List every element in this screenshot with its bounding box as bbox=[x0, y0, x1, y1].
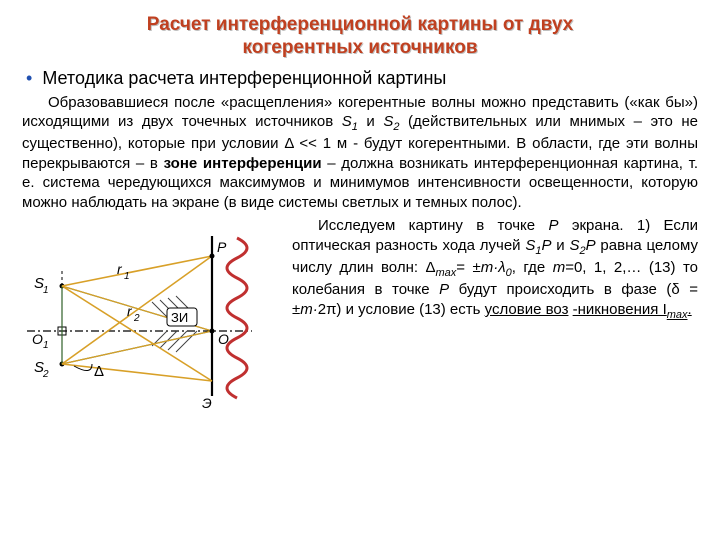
p2-l3e: S bbox=[569, 237, 579, 254]
interference-diagram: S1 S2 O1 O P r1 r2 Δ ЗИ Э bbox=[22, 216, 282, 411]
p2-l8b: условие воз bbox=[485, 301, 569, 318]
p2-l7c: 2π) bbox=[318, 301, 342, 318]
p2-l5b: = ± bbox=[456, 259, 480, 276]
label-o: O bbox=[218, 331, 229, 347]
p2-l9a: -никновения I bbox=[573, 301, 667, 318]
p2-l3d: и bbox=[552, 237, 570, 254]
p2-l7b: m· bbox=[300, 301, 318, 318]
svg-text:1: 1 bbox=[124, 271, 130, 282]
bullet-dot: • bbox=[26, 68, 32, 89]
p2-l6b: Р bbox=[439, 281, 449, 298]
svg-text:1: 1 bbox=[43, 285, 49, 296]
diagram-column: S1 S2 O1 O P r1 r2 Δ ЗИ Э bbox=[22, 216, 282, 411]
title-line2: когерентных источников bbox=[242, 37, 477, 58]
p1-s1: S bbox=[342, 113, 352, 130]
p2-l1a: Исследуем картину в точке bbox=[318, 217, 548, 234]
p2-l5a: Δ bbox=[425, 259, 435, 276]
p2-l9b: . bbox=[688, 301, 692, 318]
label-p: P bbox=[217, 239, 227, 255]
p2-l5c: m·λ bbox=[481, 259, 506, 276]
label-r2: r bbox=[127, 303, 133, 319]
p1-zone: зоне интерференции bbox=[164, 155, 322, 172]
p2-l1b: Р bbox=[548, 217, 558, 234]
svg-text:1: 1 bbox=[43, 340, 49, 351]
p2-l8a: и условие (13) есть bbox=[346, 301, 485, 318]
p2-l3a: разность хода лучей bbox=[376, 237, 526, 254]
p2-l5d: , где bbox=[512, 259, 553, 276]
p2-l5f: =0, 1, 2,… (13) bbox=[565, 259, 675, 276]
lower-row: S1 S2 O1 O P r1 r2 Δ ЗИ Э Исследуем карт… bbox=[22, 216, 698, 411]
svg-text:2: 2 bbox=[42, 369, 49, 380]
p1-mid1: и bbox=[358, 113, 383, 130]
paragraph-2: Исследуем картину в точке Р экрана. 1) Е… bbox=[282, 216, 698, 411]
p1-s2: S bbox=[383, 113, 393, 130]
label-o1: O bbox=[32, 331, 43, 347]
label-zi: ЗИ bbox=[171, 310, 188, 325]
p2-l6c: будут bbox=[449, 281, 497, 298]
paragraph-1: Образовавшиеся после «расщепления» когер… bbox=[22, 93, 698, 213]
p2-l5e: m bbox=[553, 259, 566, 276]
bullet-heading: • Методика расчета интерференционной кар… bbox=[22, 68, 698, 89]
p2-l3b: S bbox=[525, 237, 535, 254]
p2-l3f: Р bbox=[586, 237, 596, 254]
label-screen: Э bbox=[202, 395, 212, 411]
p2-l9as: max bbox=[667, 309, 688, 321]
label-delta: Δ bbox=[94, 363, 104, 380]
title-line1: Расчет интерференционной картины от двух bbox=[147, 14, 573, 35]
svg-text:2: 2 bbox=[133, 313, 140, 324]
p2-l3c: Р bbox=[541, 237, 551, 254]
page-title: Расчет интерференционной картины от двух… bbox=[22, 14, 698, 60]
p2-l5as: max bbox=[436, 267, 457, 279]
bullet-text: Методика расчета интерференционной карти… bbox=[42, 68, 446, 89]
